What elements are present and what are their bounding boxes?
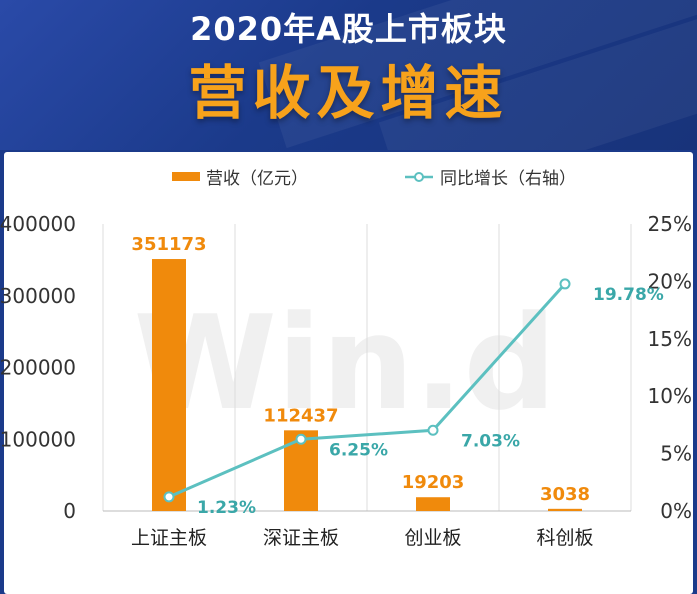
- bar: [548, 508, 582, 511]
- line-value-label: 7.03%: [461, 431, 520, 451]
- chart-panel: [4, 152, 693, 594]
- y-left-tick-label: 0: [63, 499, 76, 523]
- header-banner: 2020年A股上市板块 营收及增速: [0, 0, 697, 150]
- line-value-label: 1.23%: [197, 498, 256, 518]
- y-left-tick-label: 200000: [0, 356, 76, 380]
- y-right-tick-label: 0%: [660, 499, 692, 523]
- right-axis: 0% 5% 10% 15% 20% 25%: [648, 212, 692, 523]
- line-point: [427, 424, 439, 436]
- legend-bar-label: 营收（亿元）: [206, 169, 308, 189]
- title-line-2: 营收及增速: [188, 59, 509, 127]
- watermark: Win.d: [134, 287, 557, 439]
- category-label: 科创板: [536, 527, 593, 549]
- bar-value-label: 3038: [540, 484, 590, 505]
- y-right-tick-label: 25%: [648, 212, 692, 236]
- line-value-label: 19.78%: [593, 285, 664, 305]
- category-axis: 上证主板 深证主板 创业板 科创板: [131, 527, 594, 549]
- line-point: [295, 433, 307, 445]
- bar-value-label: 112437: [263, 405, 338, 426]
- y-left-tick-label: 400000: [0, 212, 76, 236]
- y-right-tick-label: 5%: [660, 442, 692, 466]
- legend: 营收（亿元） 同比增长（右轴）: [172, 169, 576, 189]
- legend-line-marker: [414, 172, 424, 182]
- bar: [416, 497, 450, 511]
- bar-value-label: 19203: [402, 472, 465, 493]
- legend-bar-swatch: [172, 172, 200, 181]
- y-left-tick-label: 100000: [0, 427, 76, 451]
- left-axis: 0 100000 200000 300000 400000: [0, 212, 76, 523]
- y-right-tick-label: 15%: [648, 327, 692, 351]
- bar-value-label: 351173: [131, 234, 206, 255]
- category-label: 上证主板: [131, 527, 207, 549]
- category-label: 创业板: [404, 527, 461, 549]
- y-left-tick-label: 300000: [0, 284, 76, 308]
- line-point: [559, 278, 571, 290]
- growth-line: [168, 282, 567, 499]
- legend-line-label: 同比增长（右轴）: [440, 169, 576, 189]
- line-point: [163, 491, 175, 503]
- title-line-1: 2020年A股上市板块: [190, 10, 507, 48]
- growth-line-series: 1.23% 6.25% 7.03% 19.78%: [163, 278, 664, 518]
- y-right-tick-label: 20%: [648, 269, 692, 293]
- line-value-label: 6.25%: [329, 440, 388, 460]
- grid-lines: [102, 224, 632, 512]
- category-label: 深证主板: [263, 527, 339, 549]
- y-right-tick-label: 10%: [648, 384, 692, 408]
- bar: [152, 259, 186, 511]
